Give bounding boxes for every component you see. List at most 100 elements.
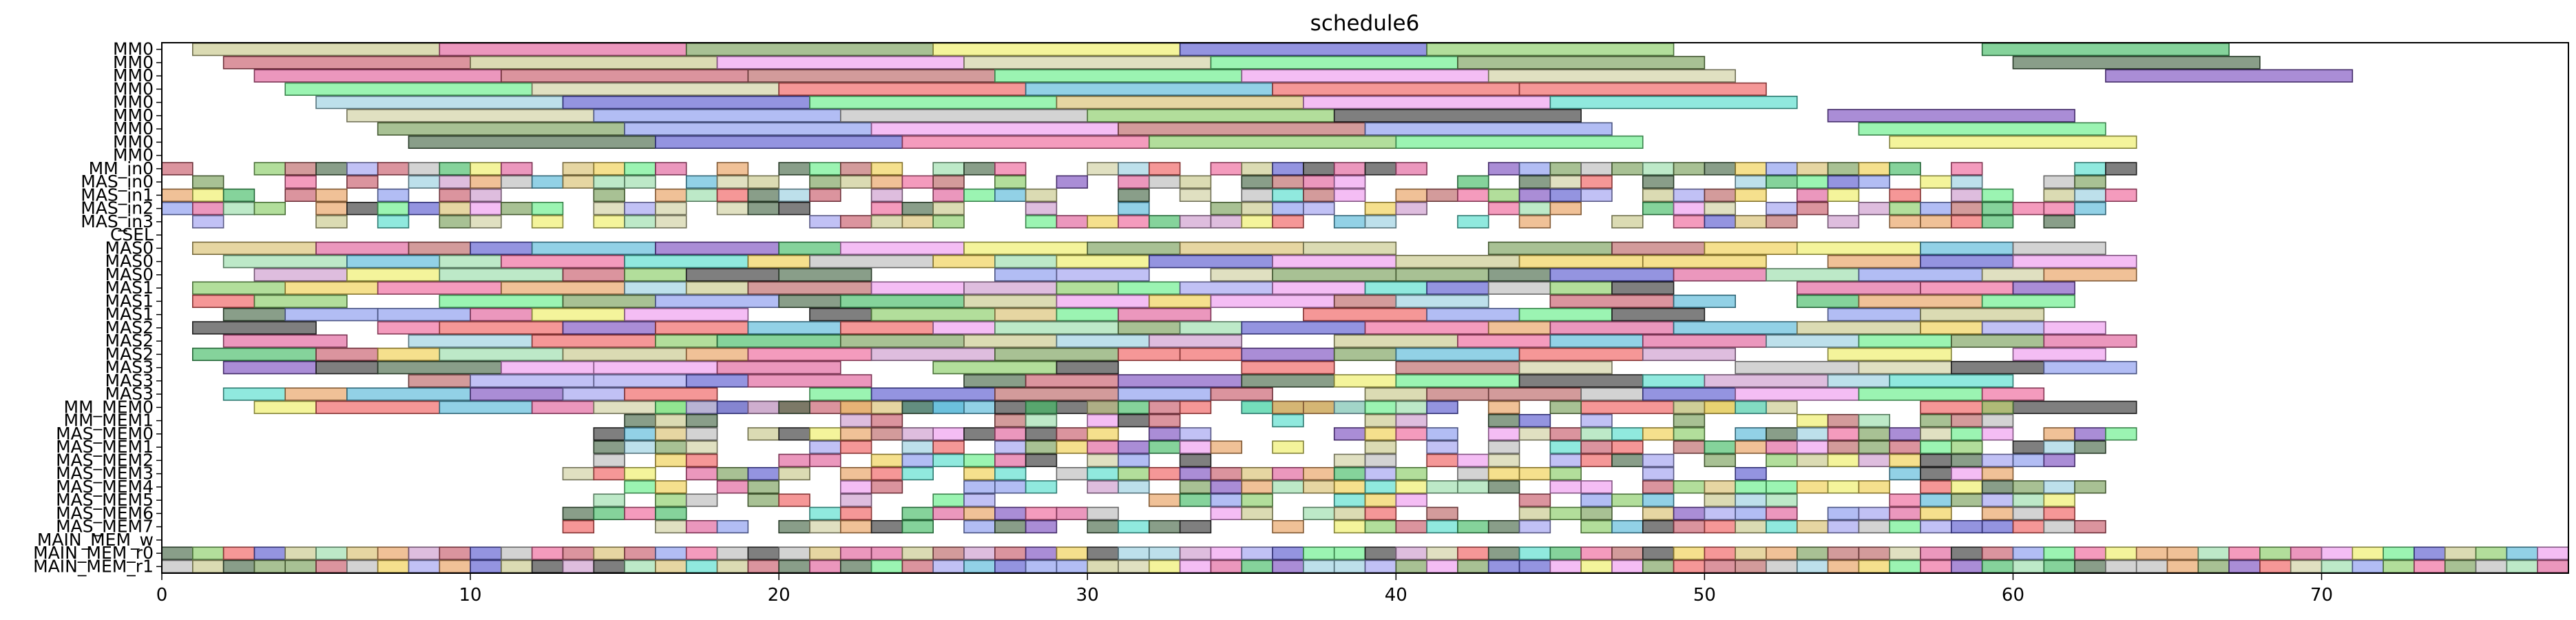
task-bar	[1364, 546, 1397, 560]
task-bar	[1981, 188, 2014, 203]
task-bar	[932, 42, 1181, 56]
task-bar	[2135, 546, 2168, 560]
x-tick-label: 60	[2002, 585, 2024, 606]
task-bar	[1858, 453, 1891, 468]
task-bar	[1766, 506, 1798, 521]
task-bar	[1364, 480, 1397, 494]
task-bar	[1611, 440, 1644, 454]
task-bar	[932, 546, 965, 560]
task-bar	[963, 281, 1058, 295]
task-bar	[870, 413, 903, 428]
task-bar	[2043, 360, 2137, 375]
task-bar	[1549, 334, 1644, 348]
task-bar	[1087, 480, 1119, 494]
task-bar	[901, 135, 1150, 149]
task-bar	[839, 334, 965, 348]
task-bar	[2352, 546, 2384, 560]
task-bar	[963, 188, 996, 203]
task-bar	[1518, 215, 1551, 229]
task-bar	[346, 546, 379, 560]
task-bar	[1889, 135, 2137, 149]
task-bar	[716, 546, 749, 560]
task-bar	[1487, 453, 1520, 468]
task-bar	[963, 519, 996, 534]
task-bar	[1149, 466, 1181, 481]
task-bar	[685, 268, 779, 282]
task-bar	[1549, 400, 1582, 415]
y-tick-label: MM0	[113, 132, 154, 152]
task-bar	[1797, 546, 1829, 560]
task-bar	[655, 241, 779, 256]
task-bar	[1704, 519, 1736, 534]
task-bar	[1118, 440, 1150, 454]
task-bar	[346, 268, 441, 282]
task-bar	[901, 559, 934, 574]
task-bar	[778, 188, 810, 203]
task-bar	[1518, 162, 1551, 176]
task-bar	[2043, 215, 2075, 229]
task-bar	[284, 82, 533, 96]
task-bar	[1118, 387, 1212, 401]
task-bar	[1797, 321, 1921, 335]
task-bar	[1426, 546, 1458, 560]
task-bar	[1087, 413, 1119, 428]
task-bar	[593, 109, 841, 123]
task-bar	[1179, 347, 1243, 362]
task-bar	[1426, 519, 1458, 534]
task-bar	[1580, 427, 1613, 441]
task-bar	[1827, 175, 1860, 189]
task-bar	[253, 294, 348, 309]
y-tick-label: MM0	[113, 145, 154, 165]
task-bar	[901, 175, 934, 189]
task-bar	[1580, 413, 1613, 428]
task-bar	[439, 254, 502, 269]
task-bar	[1025, 82, 1273, 96]
task-bar	[809, 427, 841, 441]
task-bar	[1395, 466, 1427, 481]
task-bar	[994, 453, 1027, 468]
task-bar	[192, 546, 224, 560]
task-bar	[901, 453, 934, 468]
task-bar	[1611, 453, 1644, 468]
task-bar	[747, 374, 872, 388]
task-bar	[1364, 162, 1397, 176]
task-bar	[1611, 241, 1706, 256]
task-bar	[470, 546, 502, 560]
y-tick-label: MAS_MEM1	[56, 437, 154, 457]
task-bar	[1241, 69, 1489, 83]
task-bar	[1673, 413, 1706, 428]
task-bar	[1118, 188, 1150, 203]
task-bar	[1858, 387, 1983, 401]
task-bar	[809, 95, 1058, 110]
task-bar	[1611, 307, 1706, 322]
task-bar	[1457, 519, 1489, 534]
y-tick-label: CSEL	[110, 225, 154, 245]
task-bar	[1580, 493, 1613, 507]
task-bar	[1303, 241, 1397, 256]
task-bar	[1149, 400, 1181, 415]
task-bar	[562, 519, 595, 534]
task-bar	[1179, 519, 1212, 534]
task-bar	[1518, 175, 1551, 189]
task-bar	[1364, 453, 1397, 468]
task-bar	[1149, 493, 1181, 507]
task-bar	[1457, 215, 1489, 229]
x-tick-label: 10	[459, 585, 482, 606]
task-bar	[1426, 559, 1458, 574]
task-bar	[1735, 559, 1767, 574]
task-bar	[1179, 440, 1212, 454]
task-bar	[1118, 347, 1181, 362]
task-bar	[1333, 347, 1397, 362]
task-bar	[1518, 427, 1551, 441]
task-bar	[839, 519, 872, 534]
task-bar	[1981, 480, 2014, 494]
task-bar	[2012, 241, 2106, 256]
task-bar	[1642, 334, 1767, 348]
task-bar	[1920, 466, 1952, 481]
task-bar	[1179, 400, 1212, 415]
task-bar	[1395, 135, 1644, 149]
task-bar	[1611, 427, 1644, 441]
task-bar	[161, 559, 193, 574]
task-bar	[593, 466, 625, 481]
task-bar	[1087, 241, 1181, 256]
